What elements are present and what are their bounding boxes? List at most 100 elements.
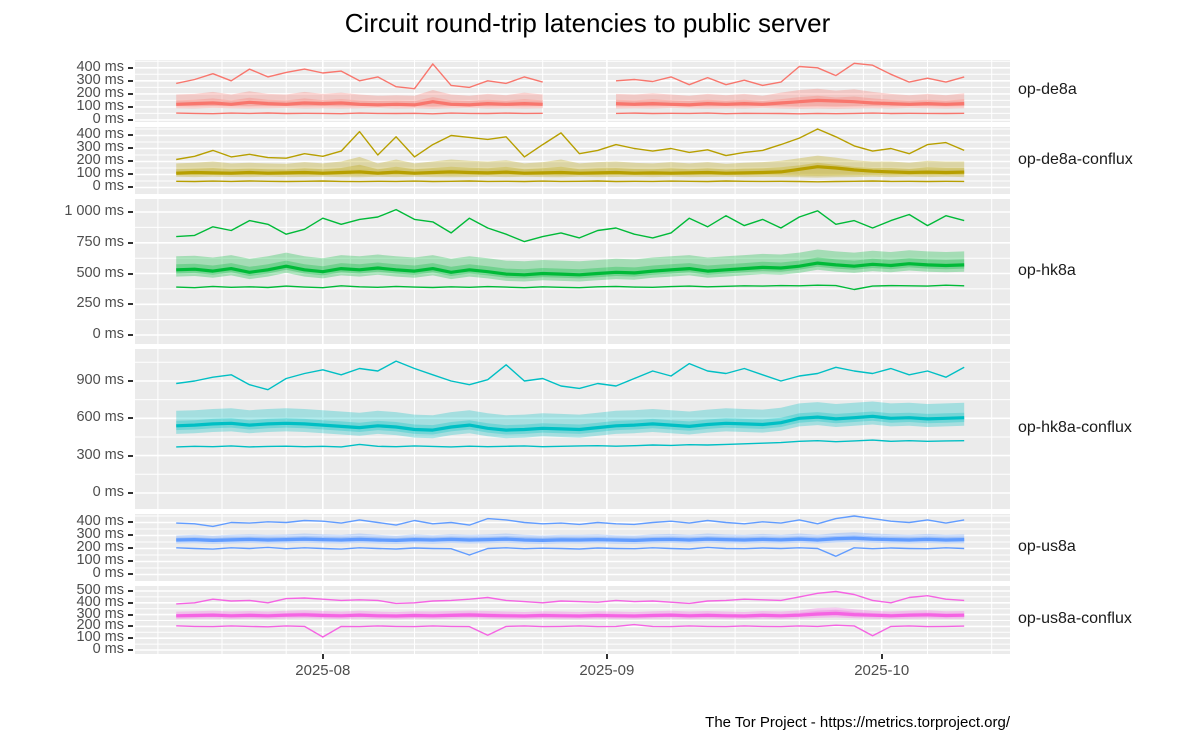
y-axis-tick [128, 521, 133, 524]
y-tick-label: 300 ms [76, 605, 124, 622]
y-tick-label: 1 000 ms [64, 203, 124, 220]
x-tick-label-2025-09: 2025-09 [579, 662, 635, 679]
y-tick-label: 100 ms [76, 97, 124, 114]
y-axis-tick [128, 211, 133, 214]
line-high [176, 360, 965, 391]
line-high [176, 515, 965, 528]
y-tick-label: 600 ms [76, 409, 124, 426]
panel-op-us8a [135, 514, 1010, 581]
y-axis-tick [128, 303, 133, 306]
y-axis-tick [128, 79, 133, 82]
line-low [176, 112, 965, 115]
y-axis-tick [128, 560, 133, 563]
panel-op-hk8a-conflux [135, 349, 1010, 509]
y-axis-tick [128, 547, 133, 550]
x-tick-label-2025-10: 2025-10 [854, 662, 910, 679]
y-axis-tick [128, 573, 133, 576]
panel-background [135, 127, 1010, 194]
y-axis-tick [128, 613, 133, 616]
facet-label-op-de8a: op-de8a [1018, 81, 1077, 98]
y-tick-label: 300 ms [76, 139, 124, 156]
y-tick-label: 0 ms [92, 178, 124, 195]
line-low [176, 284, 965, 291]
line-median [176, 536, 965, 542]
y-tick-label: 500 ms [76, 264, 124, 281]
y-tick-label: 300 ms [76, 526, 124, 543]
y-axis-tick [128, 334, 133, 337]
y-axis-tick [128, 648, 133, 651]
ribbon-inner [176, 257, 965, 279]
y-axis-tick [128, 534, 133, 537]
facet-label-op-hk8a: op-hk8a [1018, 261, 1076, 279]
chart-title: Circuit round-trip latencies to public s… [344, 8, 831, 38]
y-axis-tick [128, 134, 133, 137]
y-tick-label: 200 ms [76, 152, 124, 169]
line-median [176, 261, 965, 277]
x-tick-label-2025-08: 2025-08 [295, 662, 351, 679]
y-tick-label: 0 ms [92, 326, 124, 343]
y-tick-label: 0 ms [92, 565, 124, 582]
panel-op-hk8a [135, 199, 1010, 344]
line-high [176, 62, 965, 90]
y-tick-label: 200 ms [76, 84, 124, 101]
y-tick-label: 0 ms [92, 110, 124, 127]
line-low [176, 180, 965, 183]
y-tick-label: 200 ms [76, 539, 124, 556]
y-tick-label: 250 ms [76, 295, 124, 312]
y-axis-tick [128, 173, 133, 176]
y-tick-label: 0 ms [92, 640, 124, 657]
panel-op-de8a [135, 60, 1010, 122]
line-median [176, 414, 965, 432]
y-tick-label: 750 ms [76, 233, 124, 250]
line-median [176, 165, 965, 175]
y-tick-label: 100 ms [76, 165, 124, 182]
y-axis-tick [128, 637, 133, 640]
y-axis-tick [128, 241, 133, 244]
y-axis-tick [128, 601, 133, 604]
y-axis-tick [128, 92, 133, 95]
line-low [176, 546, 965, 557]
line-median [176, 98, 965, 107]
panel-background [135, 60, 1010, 122]
y-axis-tick [128, 417, 133, 420]
y-axis-tick [128, 491, 133, 494]
y-axis-tick [128, 589, 133, 592]
x-axis-tick [321, 654, 324, 659]
facet-label-op-hk8a-conflux: op-hk8a-conflux [1018, 419, 1132, 436]
panel-op-us8a-conflux [135, 586, 1010, 654]
y-axis-tick [128, 147, 133, 150]
panel-op-de8a-conflux [135, 127, 1010, 194]
y-tick-label: 900 ms [76, 371, 124, 388]
x-axis-tick [880, 654, 883, 659]
facet-label-op-us8a: op-us8a [1018, 537, 1076, 555]
facet-label-op-us8a-conflux: op-us8a-conflux [1018, 610, 1132, 627]
ribbon-inner [176, 411, 965, 435]
y-tick-label: 300 ms [76, 71, 124, 88]
line-high [176, 590, 965, 605]
line-low [176, 439, 965, 448]
y-tick-label: 500 ms [76, 581, 124, 598]
y-tick-label: 100 ms [76, 552, 124, 569]
y-axis-tick [128, 625, 133, 628]
y-tick-label: 300 ms [76, 446, 124, 463]
y-axis-tick [128, 118, 133, 121]
y-tick-label: 400 ms [76, 58, 124, 75]
y-axis-tick [128, 272, 133, 275]
y-tick-label: 400 ms [76, 126, 124, 143]
panel-background [135, 514, 1010, 581]
line-high [176, 208, 965, 243]
footer-attribution: The Tor Project - https://metrics.torpro… [705, 714, 1010, 731]
y-tick-label: 100 ms [76, 629, 124, 646]
y-axis-tick [128, 186, 133, 189]
y-tick-label: 400 ms [76, 593, 124, 610]
ribbon-outer [176, 249, 965, 282]
ribbon-outer [176, 401, 965, 439]
x-axis-tick [605, 654, 608, 659]
facet-label-op-de8a-conflux: op-de8a-conflux [1018, 150, 1133, 168]
y-tick-label: 0 ms [92, 483, 124, 500]
line-low [176, 623, 965, 638]
y-axis-tick [128, 379, 133, 382]
y-tick-label: 400 ms [76, 513, 124, 530]
y-tick-label: 200 ms [76, 617, 124, 634]
